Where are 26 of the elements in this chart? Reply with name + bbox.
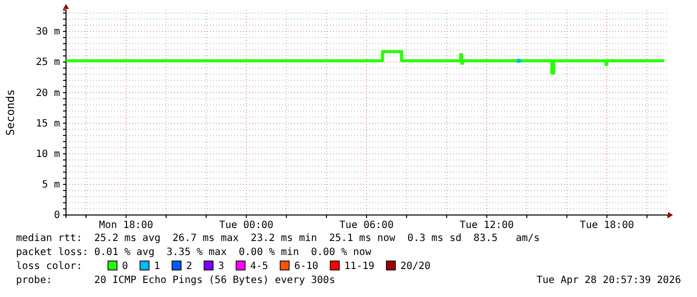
legend-label: 6-10 [294, 261, 318, 272]
y-tick-label: 0 [54, 210, 60, 222]
text: median rtt: 25.2 ms avg 26.7 ms max 23.2 ms min 25.1 ms now 0.3 ms sd 83.5 am/s [16, 233, 540, 244]
x-tick-label: Tue 06:00 [339, 220, 394, 232]
y-tick-label: 25 m [36, 57, 60, 68]
legend-label: 2 [186, 261, 192, 272]
y-tick-label: 5 m [42, 180, 60, 191]
x-tick-label: Tue 18:00 [580, 220, 634, 232]
text: packet loss: 0.01 % avg 3.35 % max 0.00 % min 0.00 % now [16, 247, 372, 258]
x-tick-label: Mon 18:00 [99, 220, 154, 232]
y-tick-label: 30 m [36, 26, 60, 38]
y-axis-title: Seconds [4, 89, 17, 136]
legend-label: 0 [122, 261, 128, 272]
x-tick-label: Tue 12:00 [460, 220, 514, 232]
y-tick-label: 15 m [36, 118, 60, 130]
legend-label: 1 [154, 261, 160, 272]
legend-title: loss color: [16, 261, 82, 272]
legend-label: 11-19 [344, 261, 374, 272]
text: probe: 20 ICMP Echo Pings (56 Bytes) every 300s [16, 275, 336, 286]
y-tick-label: 10 m [36, 149, 60, 160]
legend-label: 20/20 [400, 261, 430, 272]
text: Tue Apr 28 20:57:39 2026 [536, 275, 681, 286]
x-tick-label: Tue 00:00 [219, 220, 274, 232]
legend-label: 3 [218, 261, 224, 272]
legend-label: 4-5 [250, 261, 268, 272]
y-tick-label: 20 m [36, 88, 60, 99]
